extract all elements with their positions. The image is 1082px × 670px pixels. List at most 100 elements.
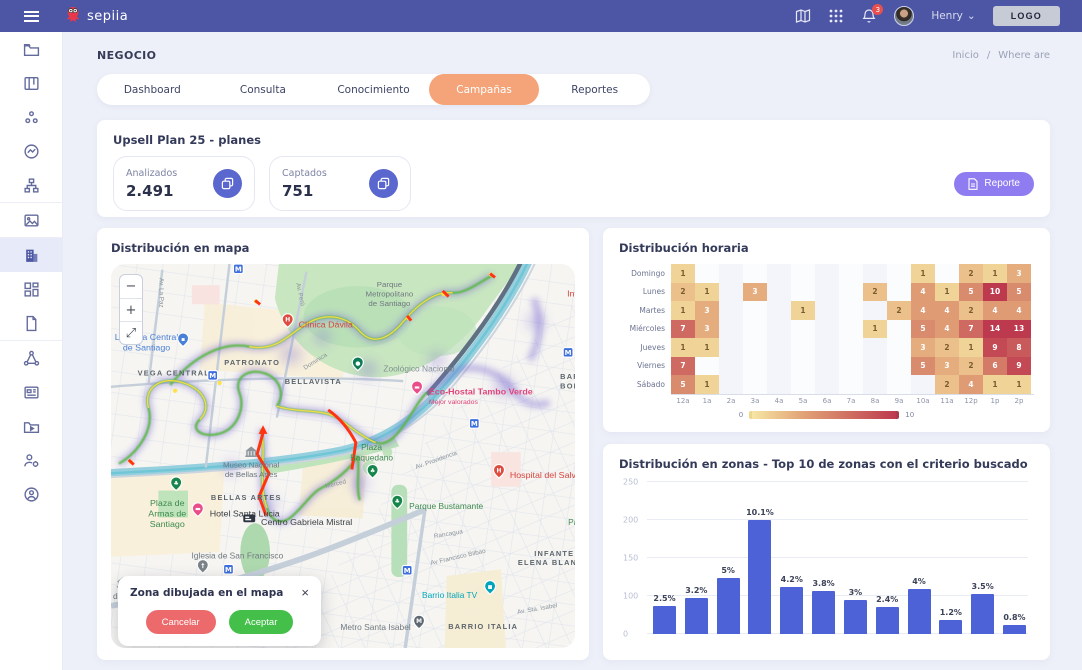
svg-text:●: ● <box>355 361 360 367</box>
heatmap-cell <box>791 375 815 394</box>
sidebar-item-kanban-board[interactable] <box>0 66 62 100</box>
heatmap-cell: 6 <box>983 356 1007 375</box>
y-tick-label: 0 <box>623 629 629 639</box>
heatmap-cell <box>815 356 839 375</box>
sidebar <box>0 32 63 670</box>
brand-logo[interactable]: sepiia <box>63 4 128 28</box>
zoom-in-button[interactable]: + <box>120 298 142 321</box>
y-tick-label: 100 <box>623 591 639 601</box>
map-label: Zoológico Nacional <box>383 365 454 374</box>
heatmap-cell: 1 <box>1007 375 1031 394</box>
zoom-out-button[interactable]: − <box>125 279 137 294</box>
legend-gradient <box>749 410 900 419</box>
heatmap-cell <box>935 264 959 283</box>
map-canvas-svg: Parque Metropolitano de Santiago Clínica Dá… <box>111 264 575 648</box>
tab-dashboard[interactable]: Dashboard <box>123 83 181 96</box>
heatmap-cell <box>695 356 719 375</box>
map-marker-metro: M <box>207 369 219 381</box>
heatmap-cell <box>863 338 887 357</box>
breadcrumb-home[interactable]: Inicio <box>952 49 979 61</box>
heatmap-cell: 4 <box>911 282 935 301</box>
map-label: Rancagua <box>433 528 463 540</box>
sidebar-item-building[interactable] <box>0 238 62 272</box>
hamburger-menu-icon[interactable] <box>0 10 63 22</box>
heatmap-cell <box>767 264 791 283</box>
svg-text:♣: ♣ <box>395 498 400 505</box>
sidebar-item-chart-circle[interactable] <box>0 134 62 168</box>
sidebar-item-folder[interactable] <box>0 32 62 66</box>
bar-group: 4% <box>907 577 931 634</box>
svg-text:M: M <box>565 349 572 357</box>
heatmap-cell <box>863 301 887 320</box>
bell-icon[interactable]: 3 <box>861 4 884 24</box>
sidebar-item-image[interactable] <box>0 203 62 237</box>
sidebar-item-document[interactable] <box>0 306 62 340</box>
map-label: Plaza Baquedano <box>350 443 393 462</box>
heatmap-cell <box>767 356 791 375</box>
map-zoom-controls: − + ⤢ <box>119 274 143 345</box>
sidebar-item-org-chart[interactable] <box>0 168 62 202</box>
heatmap-cell: 1 <box>911 264 935 283</box>
tab-consulta[interactable]: Consulta <box>239 83 286 96</box>
cancel-button[interactable]: Cancelar <box>145 610 216 634</box>
bar <box>1002 625 1026 634</box>
heatmap-x-tick: 10a <box>916 396 930 405</box>
heatmap-row-label: Domingo <box>631 268 665 278</box>
svg-text:M: M <box>416 619 422 625</box>
heatmap-cell: 1 <box>671 301 695 320</box>
close-icon[interactable]: × <box>301 585 309 600</box>
copy-icon[interactable] <box>369 169 398 198</box>
heatmap-cell: 2 <box>671 282 695 301</box>
heatmap-cell <box>719 282 743 301</box>
heatmap-row-label: Miércoles <box>629 324 665 334</box>
heatmap-cell: 9 <box>1007 356 1031 375</box>
map-label: PATRONATO <box>224 358 280 367</box>
heatmap-cell: 3 <box>695 319 719 338</box>
heatmap-cell: 1 <box>983 375 1007 394</box>
hourly-distribution-card: Distribución horaria Domingo 1 1 2 1 3 Lunes 2 1… <box>603 228 1050 432</box>
sidebar-item-nodes[interactable] <box>0 100 62 134</box>
report-button[interactable]: Reporte <box>954 171 1034 196</box>
heatmap-row: Jueves 1 1 3 2 1 9 8 <box>619 338 1034 357</box>
bar <box>812 591 836 634</box>
map-label: Parque Metropolitano de Santiago <box>366 280 414 308</box>
svg-text:M: M <box>404 567 411 575</box>
logo-button[interactable]: LOGO <box>992 6 1060 26</box>
heatmap-cell <box>839 264 863 283</box>
accept-button[interactable]: Aceptar <box>228 610 294 634</box>
sidebar-item-user-circle[interactable] <box>0 477 62 511</box>
heatmap-cell: 4 <box>911 301 935 320</box>
sidebar-item-user-settings[interactable] <box>0 443 62 477</box>
heatmap-cell <box>719 264 743 283</box>
map-label: BARBORG <box>560 372 575 390</box>
tab-conocimiento[interactable]: Conocimiento <box>337 83 410 96</box>
bar-group: 3.5% <box>971 582 995 634</box>
map-icon[interactable] <box>795 8 811 24</box>
apps-grid-icon[interactable] <box>828 8 844 24</box>
map-canvas[interactable]: Parque Metropolitano de Santiago Clínica Dá… <box>111 264 575 648</box>
heatmap-x-tick: 4a <box>774 396 784 405</box>
sidebar-item-folder-media[interactable] <box>0 409 62 443</box>
tab-reportes[interactable]: Reportes <box>571 83 619 96</box>
expand-map-button[interactable]: ⤢ <box>120 321 142 344</box>
map-marker-cart: ▪ <box>176 332 190 348</box>
sidebar-item-layout-grid[interactable] <box>0 272 62 306</box>
heatmap-legend: 0 10 <box>619 410 1034 419</box>
heatmap-cell: 2 <box>863 282 887 301</box>
heatmap-cell <box>767 301 791 320</box>
heatmap-cell <box>863 356 887 375</box>
heatmap-cell <box>839 356 863 375</box>
svg-text:M: M <box>471 420 478 428</box>
copy-icon[interactable] <box>213 169 242 198</box>
svg-text:♣: ♣ <box>174 480 179 487</box>
heatmap-cell: 8 <box>1007 338 1031 357</box>
grid-line <box>647 519 1028 520</box>
avatar[interactable] <box>894 6 915 26</box>
sidebar-item-network[interactable] <box>0 341 62 375</box>
heatmap-row: Miércoles 7 3 1 5 4 7 14 13 <box>619 319 1034 338</box>
sidebar-item-newspaper[interactable] <box>0 375 62 409</box>
report-file-icon <box>968 177 978 190</box>
user-menu[interactable]: Henry ⌄ <box>931 10 975 22</box>
tab-campanas[interactable]: Campañas <box>428 74 540 105</box>
